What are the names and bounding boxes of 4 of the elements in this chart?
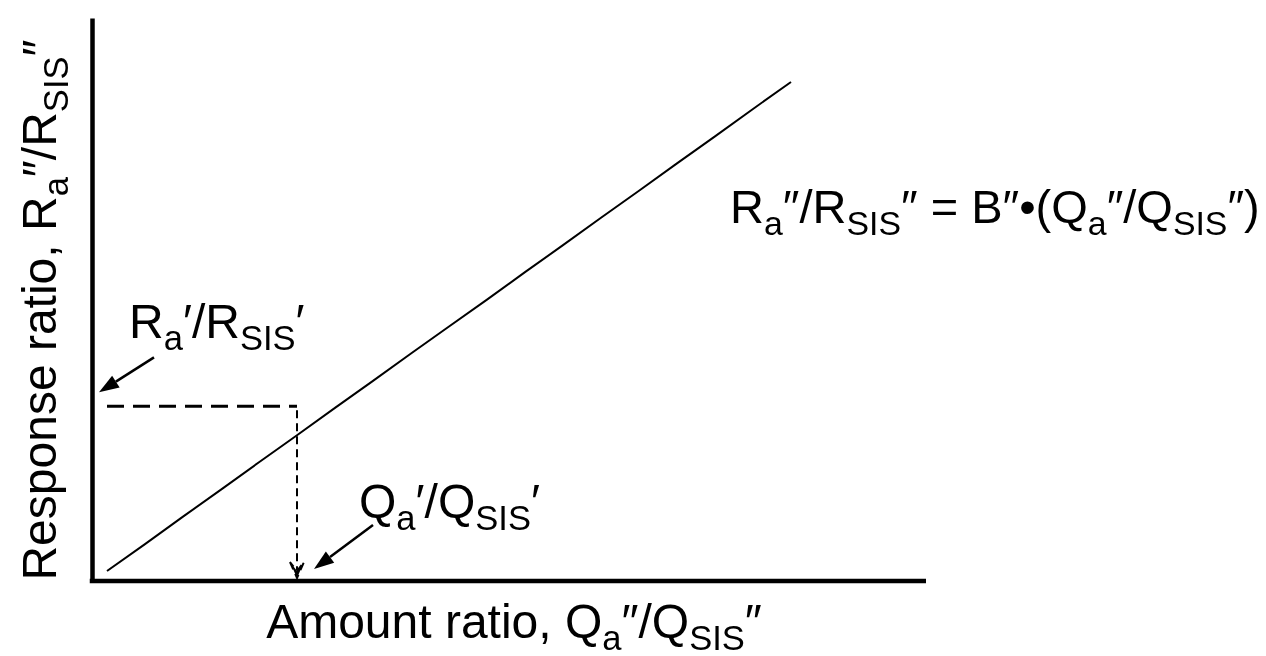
text: R$_{a}$″/R$_{SIS}$″ = B″•(Q$_{a}$″/Q$_{SIS}$″) (730, 180, 1260, 243)
x-axis-title: Amount ratio, Q$_{a}$″/Q$_{SIS}$″ (266, 595, 762, 656)
annotation: Q$_{a}$′/Q$_{SIS}$′ (359, 475, 540, 538)
annotation: R$_{a}$′/R$_{SIS}$′ (129, 295, 305, 358)
